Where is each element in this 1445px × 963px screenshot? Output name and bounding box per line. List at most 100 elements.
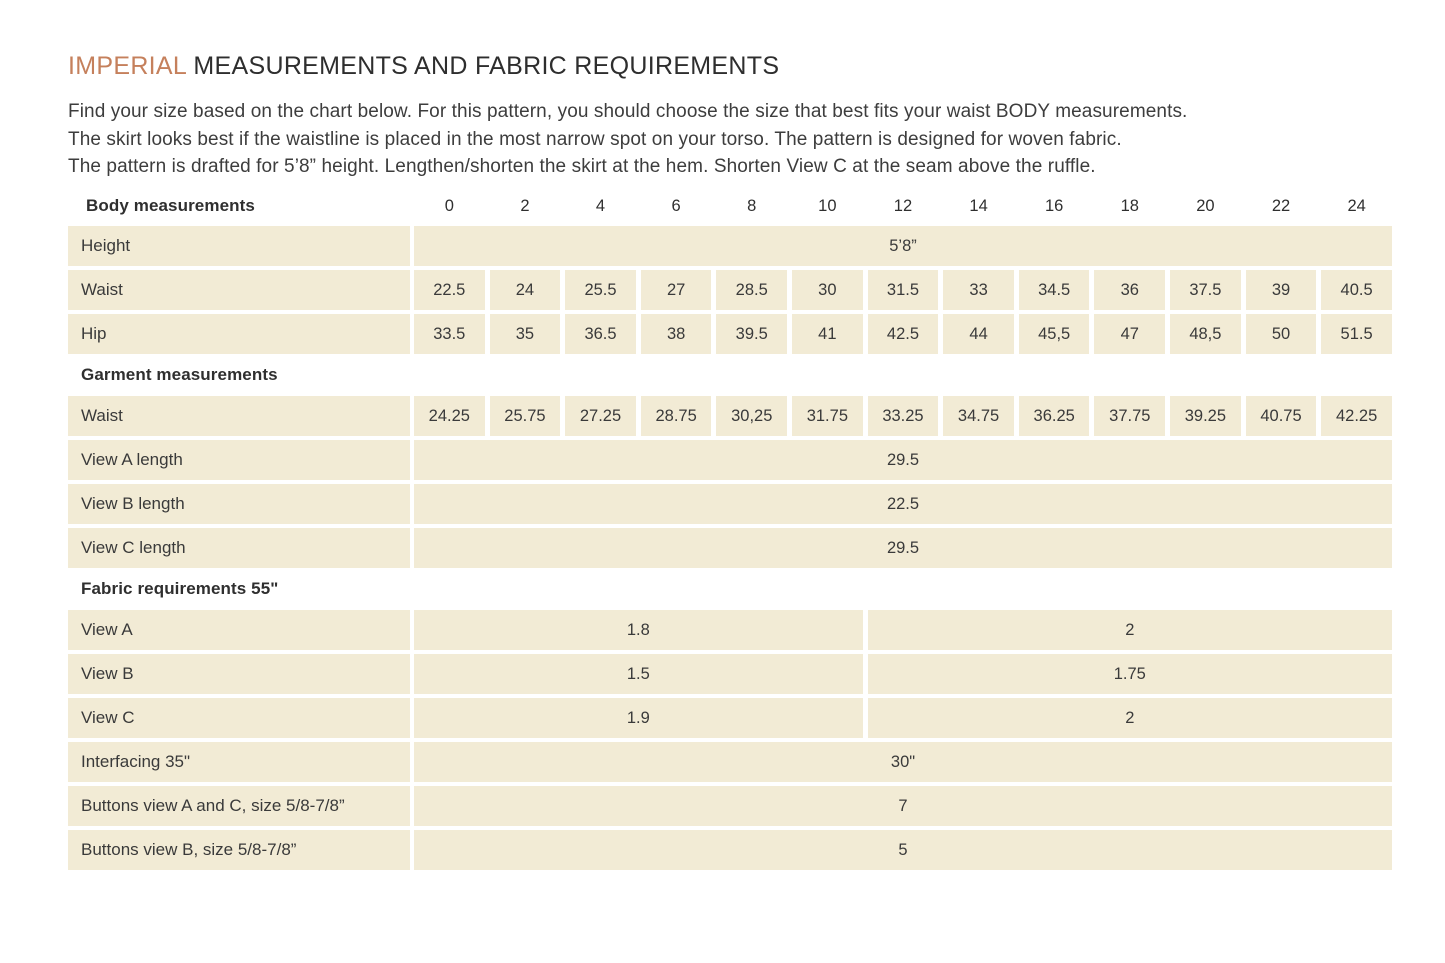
measurement-cell: 34.5 [1018, 270, 1090, 310]
table-row: Buttons view B, size 5/8-7/8” 5 [68, 830, 1392, 870]
row-cells: 1.5 1.75 [414, 654, 1392, 694]
measurement-cell: 31.5 [867, 270, 939, 310]
measurement-cell: 41 [792, 314, 863, 354]
measurement-cell: 22.5 [414, 270, 485, 310]
intro-line-3: The pattern is drafted for 5’8” height. … [68, 156, 1096, 177]
row-label: View C length [68, 528, 410, 568]
measurement-cell: 44 [943, 314, 1014, 354]
row-cells: 1.8 2 [414, 610, 1392, 650]
measurement-cell-span: 22.5 [414, 484, 1392, 524]
measurement-cell: 37.75 [1094, 396, 1166, 436]
intro-paragraph: Find your size based on the chart below.… [68, 98, 1187, 181]
table-row: Buttons view A and C, size 5/8-7/8” 7 [68, 786, 1392, 826]
intro-line-2: The skirt looks best if the waistline is… [68, 128, 1122, 150]
row-label: View C [68, 698, 410, 738]
measurement-cell: 36 [1094, 270, 1166, 310]
row-cells: 5 [414, 830, 1392, 870]
row-label: Waist [68, 270, 410, 310]
measurement-cell: 42.25 [1321, 396, 1392, 436]
measurement-cell-span: 5 [414, 830, 1392, 870]
row-label: Buttons view A and C, size 5/8-7/8” [68, 786, 410, 826]
table-row: View B 1.5 1.75 [68, 654, 1392, 694]
table-row: Fabric requirements 55" [68, 572, 1392, 606]
table-row: Hip 33.5 35 36.5 38 39.5 41 42.5 44 45,5 47 48,5 50 5… [68, 314, 1392, 354]
size-header-cell: 2 [520, 196, 530, 215]
section-header-label: Fabric requirements 55" [81, 579, 279, 598]
title-accent: IMPERIAL [68, 52, 187, 80]
measurement-cell: 28.5 [716, 270, 788, 310]
table-row: View B length 22.5 [68, 484, 1392, 524]
table-row: View C 1.9 2 [68, 698, 1392, 738]
measurement-cell: 24.25 [414, 396, 485, 436]
size-header-cell: 18 [1120, 196, 1139, 215]
row-label: Waist [68, 396, 410, 436]
table-row: Height 5’8” [68, 226, 1392, 266]
measurement-cell: 25.5 [565, 270, 636, 310]
size-header-cell: 0 [444, 196, 454, 215]
measurement-cell: 33.5 [414, 314, 485, 354]
row-label: Buttons view B, size 5/8-7/8” [68, 830, 410, 870]
size-header-cell: 20 [1196, 196, 1215, 215]
row-label: Hip [68, 314, 410, 354]
measurement-cell-span: 5’8” [414, 226, 1392, 266]
measurement-cell: 27.25 [565, 396, 636, 436]
row-cells: 7 [414, 786, 1392, 826]
measurements-table: Body measurements 0 2 4 6 8 10 12 14 16 18 20 22 24 He… [68, 188, 1392, 874]
measurement-cell: 36.25 [1018, 396, 1090, 436]
measurement-cell: 42.5 [867, 314, 939, 354]
size-header-cell: 14 [969, 196, 988, 215]
measurement-cell: 33 [943, 270, 1014, 310]
size-header-cell: 6 [671, 196, 681, 215]
measurement-cell: 50 [1245, 314, 1317, 354]
size-header-cells: 0 2 4 6 8 10 12 14 16 18 20 22 24 [414, 188, 1392, 224]
row-cells: 33.5 35 36.5 38 39.5 41 42.5 44 45,5 47 48,5 50 51.5 [414, 314, 1392, 354]
measurement-cell: 27 [640, 270, 712, 310]
measurement-cell-left: 1.5 [414, 654, 863, 694]
table-row: Waist 24.25 25.75 27.25 28.75 30,25 31.75 33.25… [68, 396, 1392, 436]
size-header-cell: 24 [1347, 196, 1366, 215]
table-row: Body measurements 0 2 4 6 8 10 12 14 16 18 20 22 24 [68, 188, 1392, 224]
row-cells: 29.5 [414, 528, 1392, 568]
row-label: View A length [68, 440, 410, 480]
size-header-cell: 12 [893, 196, 913, 215]
measurement-cell: 47 [1094, 314, 1166, 354]
measurement-cell: 24 [489, 270, 561, 310]
measurement-cell-span: 7 [414, 786, 1392, 826]
table-row: Garment measurements [68, 358, 1392, 392]
row-label: Height [68, 226, 410, 266]
measurement-cell: 35 [489, 314, 561, 354]
measurement-cell: 51.5 [1321, 314, 1392, 354]
table-row: View A 1.8 2 [68, 610, 1392, 650]
measurement-cell: 39 [1245, 270, 1317, 310]
row-label: Interfacing 35" [68, 742, 410, 782]
row-cells: 30" [414, 742, 1392, 782]
size-header-cell: 22 [1271, 196, 1291, 215]
measurement-cell: 39.25 [1170, 396, 1241, 436]
row-cells: 22.5 24 25.5 27 28.5 30 31.5 33 34.5 36 37.5 39 40.5 [414, 270, 1392, 310]
measurement-cell-left: 1.8 [414, 610, 863, 650]
measurement-cell-left: 1.9 [414, 698, 863, 738]
column-group-label: Body measurements [86, 196, 255, 215]
measurement-cell: 40.75 [1245, 396, 1317, 436]
measurement-cell-span: 30" [414, 742, 1392, 782]
row-label: View B length [68, 484, 410, 524]
measurement-cell: 39.5 [716, 314, 788, 354]
measurement-cell: 28.75 [640, 396, 712, 436]
row-label: View B [68, 654, 410, 694]
row-cells: 24.25 25.75 27.25 28.75 30,25 31.75 33.25 34.75… [414, 396, 1392, 436]
measurement-cell: 30 [792, 270, 863, 310]
table-row: View A length 29.5 [68, 440, 1392, 480]
measurement-cell: 37.5 [1170, 270, 1241, 310]
measurement-cell-right: 1.75 [867, 654, 1392, 694]
intro-line-1: Find your size based on the chart below.… [68, 101, 1188, 122]
title-rest: MEASUREMENTS AND FABRIC REQUIREMENTS [186, 52, 780, 80]
measurement-cell: 31.75 [792, 396, 863, 436]
row-cells: 29.5 [414, 440, 1392, 480]
measurement-cell: 36.5 [565, 314, 636, 354]
measurement-cell-span: 29.5 [414, 528, 1392, 568]
row-cells: 1.9 2 [414, 698, 1392, 738]
row-label: View A [68, 610, 410, 650]
measurement-cell: 33.25 [867, 396, 939, 436]
measurement-cell: 34.75 [943, 396, 1014, 436]
row-cells: 5’8” [414, 226, 1392, 266]
